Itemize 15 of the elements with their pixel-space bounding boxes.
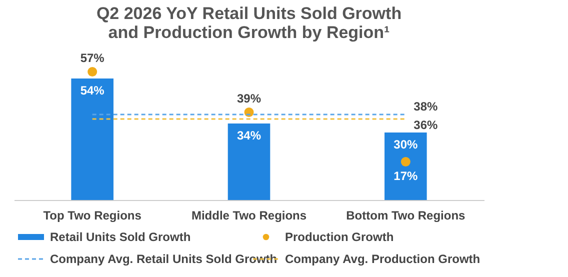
chart-title: Q2 2026 YoY Retail Units Sold Growth and Production Growth by Region¹: [96, 4, 402, 42]
legend-label: Production Growth: [285, 230, 394, 244]
data-label: 36%: [414, 118, 438, 132]
data-label: 17%: [394, 168, 418, 183]
data-label: 34%: [236, 128, 262, 142]
legend-label: Retail Units Sold Growth: [50, 230, 191, 244]
data-label: 57%: [80, 50, 105, 65]
data-label: 39%: [236, 91, 262, 106]
x-tick-label: Middle Two Regions: [191, 208, 307, 222]
data-label: 38%: [414, 100, 438, 114]
data-label: 54%: [80, 84, 105, 98]
data-label: 30%: [394, 138, 418, 152]
x-tick-label: Bottom Two Regions: [346, 208, 466, 222]
legend-label: Company Avg. Production Growth: [285, 252, 480, 266]
x-tick-label: Top Two Regions: [43, 208, 142, 222]
